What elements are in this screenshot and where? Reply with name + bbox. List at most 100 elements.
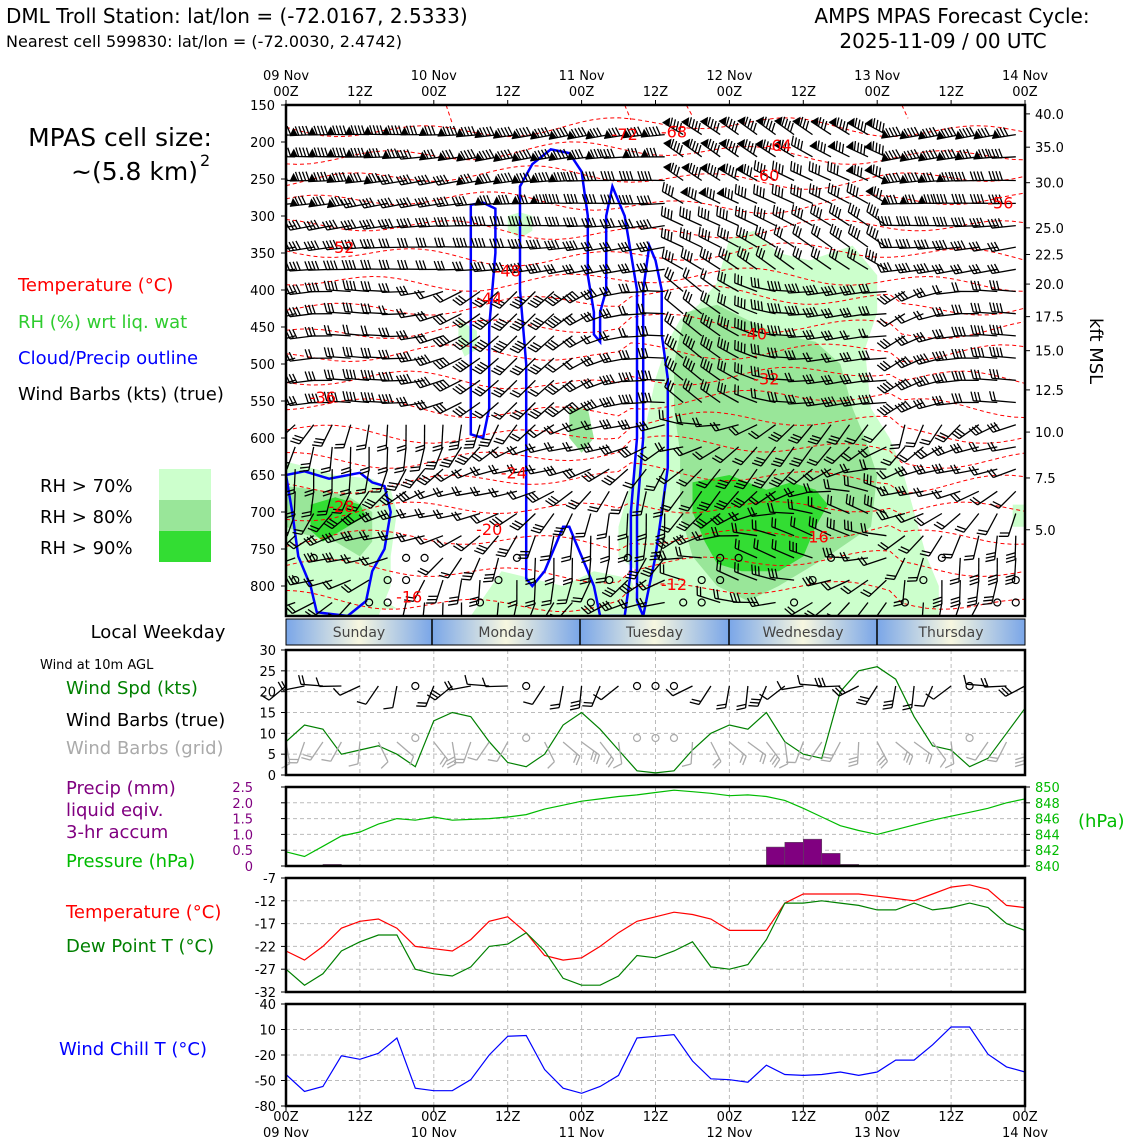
barb-tick — [932, 148, 939, 158]
barb-tick — [905, 442, 916, 445]
barb-tick — [532, 341, 542, 348]
barb-tick — [750, 496, 759, 504]
barb-tick — [486, 194, 492, 205]
wind-barb — [803, 483, 832, 494]
barb-tick — [463, 447, 474, 449]
wind-barb — [493, 172, 517, 185]
barb-tick — [786, 143, 790, 153]
wind-barb — [286, 379, 296, 388]
barb-tick — [488, 465, 494, 475]
top-tick-hour: 12Z — [495, 85, 521, 100]
barb-tick — [839, 352, 845, 362]
barb-tick — [374, 172, 381, 182]
barb-shaft — [700, 277, 721, 293]
barb-tick — [524, 444, 532, 453]
pressure-tick-label: 750 — [250, 543, 275, 558]
isotherm-label: -56 — [987, 194, 1013, 213]
wind-barb — [340, 219, 370, 231]
wind-barb — [839, 374, 869, 385]
barb-tick — [992, 369, 997, 379]
barb-tick — [802, 118, 807, 129]
barb-tick — [805, 396, 812, 406]
barb-tick — [321, 758, 331, 762]
barb-tick — [417, 175, 424, 185]
barb-shaft — [811, 232, 832, 248]
barb-shaft — [566, 246, 591, 252]
barb-shaft — [569, 379, 592, 393]
wind-barb — [358, 218, 388, 230]
isotherm-label: -20 — [476, 520, 502, 539]
barb-tick — [644, 370, 649, 380]
barb-tick — [951, 371, 956, 381]
barb-tick — [809, 203, 814, 214]
wind-barb — [452, 335, 481, 351]
barb-tick — [848, 763, 858, 768]
barb-tick — [577, 127, 584, 137]
barb-tick — [985, 558, 995, 563]
barb-tick — [759, 186, 762, 197]
wind-barb — [562, 263, 591, 275]
wind-barb — [665, 685, 693, 697]
barb-tick — [550, 384, 560, 391]
barb-tick — [720, 294, 724, 304]
barb-tick — [478, 151, 485, 160]
barb-tick — [708, 252, 712, 263]
barb-tick — [987, 574, 998, 579]
barb-tick — [645, 127, 651, 137]
barb-tick — [584, 241, 590, 251]
barb-tick — [605, 374, 612, 384]
barb-tick — [916, 355, 923, 364]
barb-tick — [836, 187, 840, 198]
barb-tick — [585, 193, 590, 204]
barb-tick — [987, 442, 993, 452]
barb-tick — [984, 148, 990, 158]
barb-tick — [393, 148, 399, 158]
barb-tick — [767, 280, 771, 291]
barb-shaft — [517, 402, 536, 420]
barb-tick — [580, 291, 588, 300]
barb-tick — [956, 263, 963, 273]
barb-tick — [578, 148, 584, 159]
barb-tick — [823, 120, 828, 131]
barb-tick — [385, 371, 390, 382]
barb-tick — [754, 224, 759, 235]
barb-tick — [856, 208, 861, 219]
barb-tick — [492, 216, 498, 226]
barb-shaft — [363, 400, 388, 404]
barb-tick — [485, 126, 492, 136]
wind-barb — [509, 291, 536, 309]
barb-flag — [717, 163, 726, 173]
barb-tick — [474, 366, 484, 373]
barb-tick — [570, 128, 577, 138]
barb-tick — [345, 324, 350, 335]
barb-tick — [895, 215, 901, 226]
barb-tick — [433, 217, 439, 227]
barb-tick — [789, 462, 799, 467]
barb-shaft — [815, 446, 832, 466]
barb-tick — [877, 238, 882, 248]
barb-tick — [774, 392, 778, 402]
barb-tick — [970, 324, 974, 335]
barb-tick — [910, 172, 917, 182]
barb-tick — [378, 349, 383, 360]
barb-tick — [582, 705, 592, 708]
wind-barb — [432, 196, 462, 208]
barb-tick — [685, 358, 690, 368]
barb-tick — [718, 500, 728, 505]
barb-tick — [753, 481, 764, 486]
barb-tick — [659, 507, 670, 512]
barb-tick — [667, 208, 670, 219]
barb-tick — [950, 265, 956, 275]
wind-barb — [709, 421, 739, 432]
barb-tick — [317, 147, 322, 157]
barb-tick — [734, 317, 736, 328]
cloud-outline — [469, 201, 497, 440]
wind-barb — [810, 246, 832, 270]
wind-barb — [986, 468, 1017, 479]
barb-tick — [427, 461, 437, 464]
barb-tick — [294, 196, 300, 206]
barb-tick — [687, 293, 693, 304]
barb-tick — [753, 366, 757, 377]
barb-tick — [880, 461, 890, 466]
barb-tick — [688, 138, 694, 149]
